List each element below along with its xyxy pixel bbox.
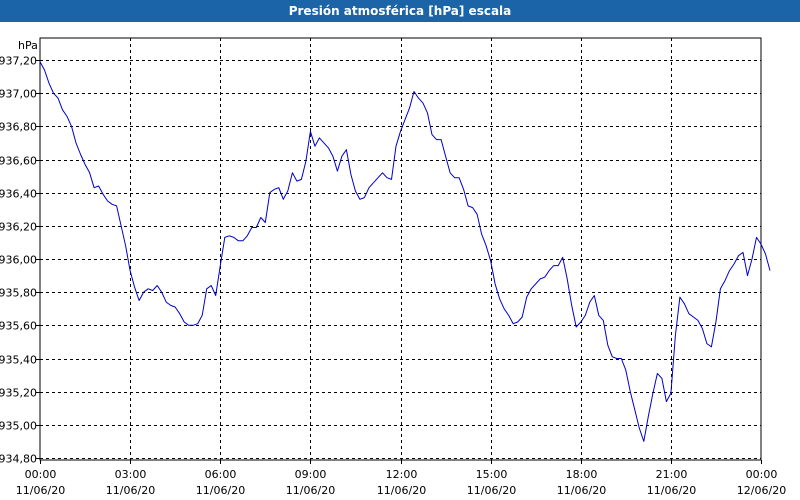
x-tick-date: 12/06/20 bbox=[737, 484, 786, 497]
series-group bbox=[39, 61, 771, 442]
x-tick-time: 00:00 bbox=[25, 468, 57, 481]
pressure-chart: hPa 934,80 935,00 935,20 935,40 935,60 935,80… bbox=[0, 37, 786, 497]
x-tick-date: 11/06/20 bbox=[106, 484, 155, 497]
grid-lines bbox=[36, 38, 762, 464]
y-axis-label: hPa bbox=[18, 39, 38, 52]
y-tick-label: 935,60 bbox=[0, 320, 37, 333]
y-tick-label: 936,00 bbox=[0, 254, 37, 267]
x-tick-labels: 00:00 11/06/20 03:00 11/06/20 06:00 11/06/20 0… bbox=[16, 468, 786, 497]
y-tick-label: 937,00 bbox=[0, 88, 37, 101]
x-tick-date: 11/06/20 bbox=[557, 484, 606, 497]
x-tick-date: 11/06/20 bbox=[196, 484, 245, 497]
x-tick-time: 00:00 bbox=[746, 468, 778, 481]
y-tick-label: 935,40 bbox=[0, 354, 37, 367]
x-tick-time: 15:00 bbox=[476, 468, 508, 481]
window-title: Presión atmosférica [hPa] escala bbox=[0, 0, 800, 22]
y-tick-label: 937,20 bbox=[0, 55, 37, 68]
y-tick-label: 936,40 bbox=[0, 188, 37, 201]
x-tick-time: 09:00 bbox=[295, 468, 327, 481]
pressure-series-line bbox=[39, 61, 771, 442]
x-tick-date: 11/06/20 bbox=[377, 484, 426, 497]
x-tick-time: 21:00 bbox=[656, 468, 688, 481]
x-tick-time: 03:00 bbox=[115, 468, 147, 481]
x-tick-date: 11/06/20 bbox=[467, 484, 516, 497]
x-tick-date: 11/06/20 bbox=[647, 484, 696, 497]
x-tick-date: 11/06/20 bbox=[16, 484, 65, 497]
y-tick-label: 936,20 bbox=[0, 221, 37, 234]
y-tick-label: 936,60 bbox=[0, 155, 37, 168]
x-tick-time: 12:00 bbox=[386, 468, 418, 481]
x-tick-time: 18:00 bbox=[566, 468, 598, 481]
y-tick-label: 935,20 bbox=[0, 387, 37, 400]
y-tick-label: 934,80 bbox=[0, 453, 37, 466]
y-tick-label: 936,80 bbox=[0, 121, 37, 134]
x-tick-time: 06:00 bbox=[205, 468, 237, 481]
y-tick-label: 935,80 bbox=[0, 287, 37, 300]
y-tick-labels: 934,80 935,00 935,20 935,40 935,60 935,80 936,… bbox=[0, 55, 37, 466]
plot-frame bbox=[39, 37, 762, 461]
y-tick-label: 935,00 bbox=[0, 420, 37, 433]
x-tick-date: 11/06/20 bbox=[286, 484, 335, 497]
